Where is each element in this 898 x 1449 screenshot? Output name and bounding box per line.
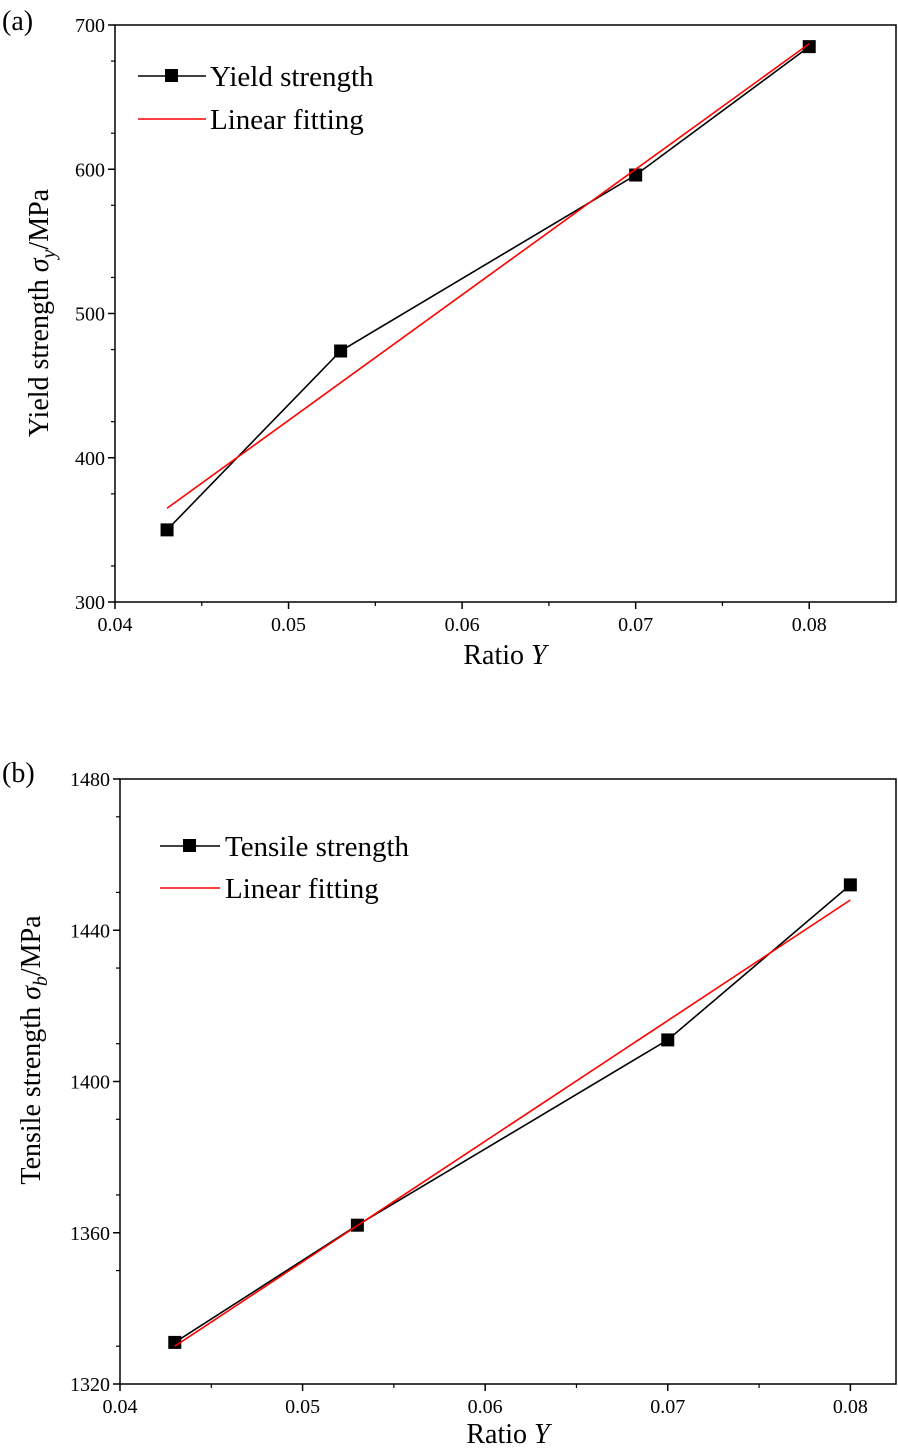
- panel-b-legend-label-tensile: Tensile strength: [225, 831, 410, 863]
- panel-b-y-tick-label: 1480: [70, 769, 110, 791]
- panel-a-y-axis-label: Yield strength σy/MPa: [24, 188, 60, 437]
- panel-b-legend: Tensile strength Linear fitting: [160, 831, 410, 905]
- panel-a-x-tick-label: 0.05: [271, 614, 306, 636]
- panel-b-data-point: [843, 878, 857, 892]
- panel-a-x-tick-label: 0.04: [98, 614, 133, 636]
- panel-b-x-tick-label: 0.04: [103, 1396, 138, 1418]
- panel-b-tag: (b): [2, 758, 35, 789]
- panel-a-series-line-fit: [166, 43, 810, 509]
- panel-a-series-line-data: [166, 45, 810, 531]
- panel-b-series-line-data: [174, 884, 851, 1344]
- panel-b-y-axis-label: Tensile strength σb/MPa: [16, 915, 52, 1185]
- panel-b-legend-label-fit: Linear fitting: [225, 873, 379, 905]
- panel-a-y-tick-label: 400: [75, 448, 105, 470]
- panel-a-data-point: [802, 40, 816, 54]
- panel-a-legend-label-fit: Linear fitting: [210, 104, 364, 136]
- panel-b-y-tick-label: 1320: [70, 1374, 110, 1396]
- panel-a-legend: Yield strength Linear fitting: [138, 61, 374, 136]
- panel-b-x-tick-label: 0.06: [468, 1396, 503, 1418]
- panel-b-y-tick-label: 1400: [70, 1072, 110, 1094]
- panel-a-y-tick-label: 700: [75, 15, 105, 37]
- panel-a-data-point: [334, 344, 348, 358]
- panel-b-y-tick-label: 1360: [70, 1223, 110, 1245]
- panel-a-yield-strength-chart: (a) 0.04 0.05 0.06 0.07 0.08300400500600700 …: [2, 6, 897, 671]
- panel-a-y-tick-label: 600: [75, 159, 105, 181]
- panel-a-tag: (a): [2, 6, 33, 37]
- panel-b-x-tick-label: 0.08: [833, 1396, 868, 1418]
- panel-a-x-axis-label: Ratio Y: [463, 640, 550, 671]
- panel-b-x-tick-label: 0.05: [285, 1396, 320, 1418]
- panel-b-y-tick-label: 1440: [70, 920, 110, 942]
- panel-b-legend-marker-tensile: [183, 839, 196, 852]
- panel-a-ticks: 0.04 0.05 0.06 0.07 0.08 300 400 500 600 700: [75, 15, 827, 636]
- panel-b-tensile-strength-chart: (b) 0.04 0.05 0.06 0.07 0.08 1320 1360 1400 1440…: [2, 758, 897, 1449]
- panel-b-data-point: [661, 1033, 675, 1047]
- panel-a-series: [160, 40, 816, 537]
- panel-a-legend-label-yield: Yield strength: [210, 61, 374, 93]
- panel-b-ticks: 0.04 0.05 0.06 0.07 0.08 1320 1360 1400 1440 1480: [70, 769, 868, 1418]
- panel-b-plot-frame: [119, 778, 897, 1385]
- panel-a-y-tick-label: 500: [75, 304, 105, 326]
- panel-a-data-point: [160, 523, 174, 537]
- panel-b-series: [168, 878, 857, 1349]
- panel-b-x-axis-label: Ratio Y: [466, 1419, 553, 1449]
- panel-b-x-tick-label: 0.07: [650, 1396, 685, 1418]
- panel-a-x-tick-label: 0.06: [445, 614, 480, 636]
- panel-a-legend-marker-yield: [165, 69, 178, 82]
- panel-b-series-line-fit: [174, 899, 851, 1347]
- panel-a-data-point: [629, 168, 643, 182]
- panel-a-x-tick-label: 0.07: [618, 614, 653, 636]
- panel-a-y-tick-label: 300: [75, 592, 105, 614]
- panel-b-data-point: [168, 1335, 182, 1349]
- panel-a-x-tick-label: 0.08: [792, 614, 827, 636]
